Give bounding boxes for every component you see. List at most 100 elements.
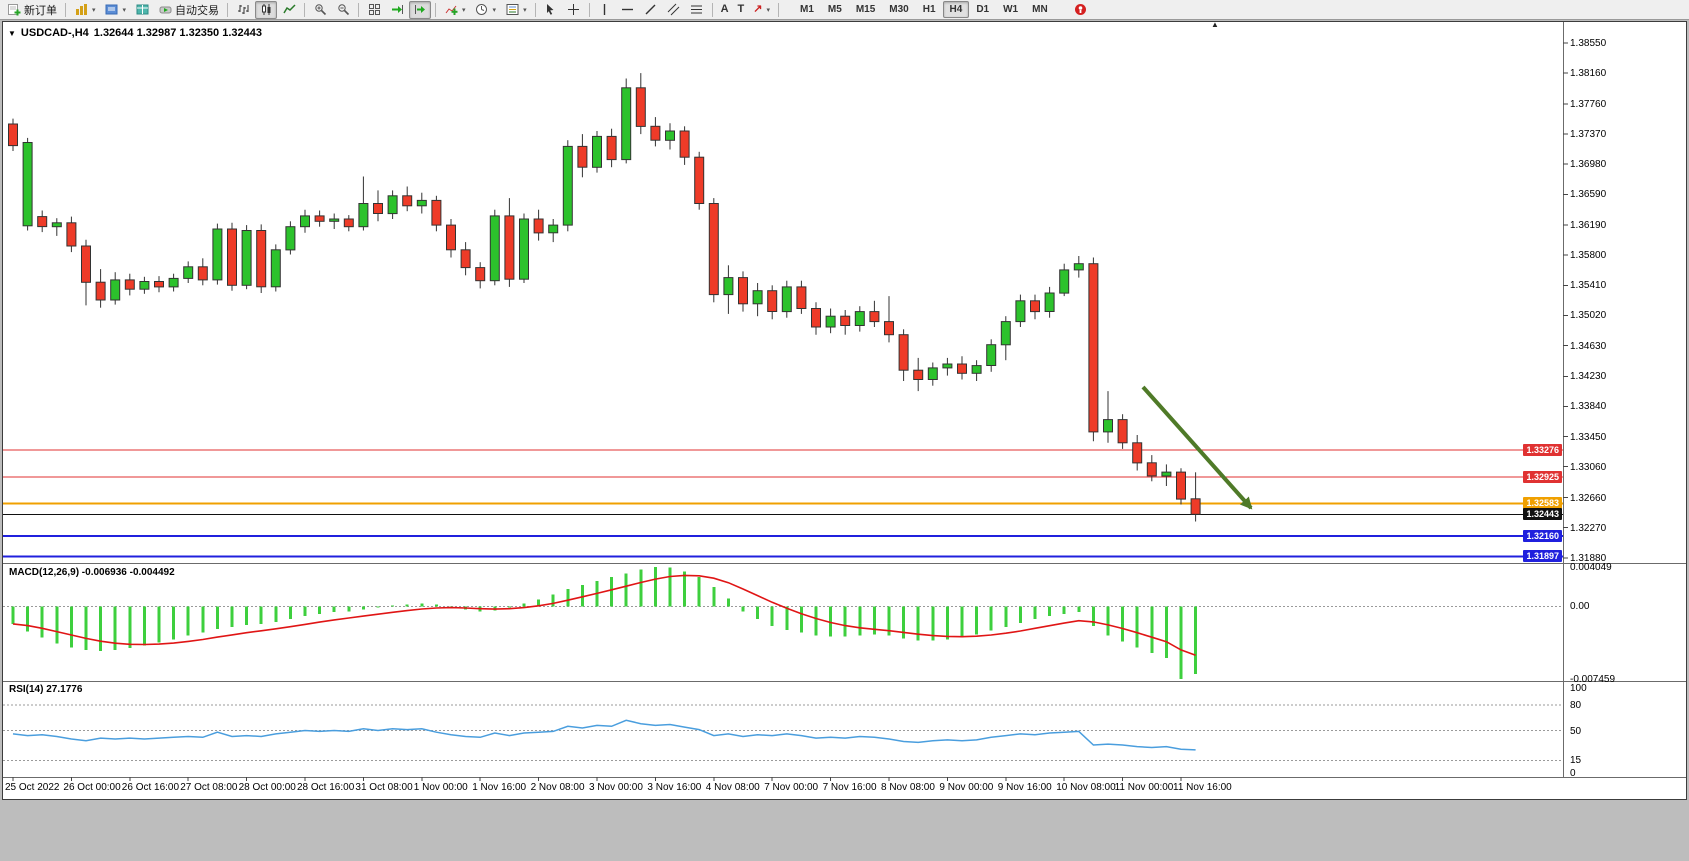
periods-button[interactable]: ▾ xyxy=(471,1,501,19)
candle-body xyxy=(343,218,354,228)
macd-bar xyxy=(69,606,73,648)
crosshair-button[interactable] xyxy=(563,1,585,19)
notification-button[interactable] xyxy=(1070,1,1092,19)
timeframe-d1-button[interactable]: D1 xyxy=(976,4,990,15)
fibonacci-button[interactable] xyxy=(686,1,708,19)
data-window-button[interactable] xyxy=(131,1,153,19)
vertical-line-button[interactable] xyxy=(594,1,616,19)
new-order-button[interactable]: 新订单 xyxy=(3,1,61,19)
zoom-out-icon xyxy=(336,3,350,17)
candle-body xyxy=(811,308,821,328)
toolbar: 新订单 ▾ ▾ 自动交易 ▾ ▾ ▾ A T ↗ ▾ M1 M5 M15 M30 H1 H4… xyxy=(0,0,1689,20)
price-axis[interactable] xyxy=(1564,22,1686,777)
macd-bar xyxy=(128,606,132,649)
trendline-icon xyxy=(644,3,658,17)
text-button[interactable]: A xyxy=(717,1,733,19)
candle-body xyxy=(314,215,325,222)
macd-bar xyxy=(843,606,847,637)
bar-chart-button[interactable] xyxy=(232,1,254,19)
macd-bar xyxy=(639,569,643,607)
indicators-button[interactable]: ▾ xyxy=(440,1,470,19)
timeframe-m5-button[interactable]: M5 xyxy=(827,4,842,15)
auto-scroll-icon xyxy=(390,3,404,17)
text-label-button[interactable]: T xyxy=(734,1,749,19)
macd-bar xyxy=(1164,606,1168,658)
candlestick-chart-icon xyxy=(259,3,273,17)
timeframe-h1-button[interactable]: H1 xyxy=(922,4,936,15)
macd-bar xyxy=(858,606,862,636)
timeframe-m15-button[interactable]: M15 xyxy=(855,4,876,15)
candle-body xyxy=(197,266,208,281)
macd-bar xyxy=(785,606,789,630)
auto-scroll-button[interactable] xyxy=(386,1,408,19)
arrows-button[interactable]: ↗ ▾ xyxy=(749,1,774,19)
autotrading-icon xyxy=(158,3,172,17)
timeframe-m1-button[interactable]: M1 xyxy=(800,4,814,15)
candle-body xyxy=(1059,269,1070,294)
macd-bar xyxy=(726,598,730,607)
timeframe-m30-button[interactable]: M30 xyxy=(889,4,909,15)
line-chart-button[interactable] xyxy=(278,1,300,19)
candle-body xyxy=(358,203,369,228)
candle-body xyxy=(927,367,938,380)
candle-body xyxy=(300,215,310,228)
new-chart-button[interactable]: ▾ xyxy=(70,1,100,19)
macd-bar xyxy=(887,606,891,636)
toolbar-separator xyxy=(65,2,66,17)
macd-bar xyxy=(1121,606,1125,642)
zoom-out-button[interactable] xyxy=(332,1,354,19)
macd-bar xyxy=(931,606,935,641)
profiles-button[interactable]: ▾ xyxy=(101,1,131,19)
candle-body xyxy=(708,203,719,296)
chart-symbol-period: USDCAD-,H4 xyxy=(20,27,89,39)
candle-body xyxy=(416,199,427,207)
macd-histogram xyxy=(11,567,1198,679)
macd-bar xyxy=(230,606,234,627)
candle-body xyxy=(387,195,398,215)
candlestick-chart-button[interactable] xyxy=(255,0,278,19)
zoom-in-button[interactable] xyxy=(309,1,331,19)
indicator-level-lines xyxy=(3,605,1563,761)
trend-arrow[interactable] xyxy=(1141,385,1253,510)
chart-window: 1.38550 1.38160 1.37760 1.37370 1.36980 1.365… xyxy=(2,21,1687,800)
chart-shift-marker[interactable]: ▲ xyxy=(1211,20,1219,29)
macd-bar xyxy=(741,606,745,612)
macd-bar xyxy=(215,606,219,629)
candle-body xyxy=(957,363,967,374)
macd-label: MACD(12,26,9) -0.006936 -0.004492 xyxy=(9,567,175,578)
chart-title: ▼ USDCAD-,H4 1.32644 1.32987 1.32350 1.3… xyxy=(8,27,262,39)
chart-shift-button[interactable] xyxy=(409,0,432,19)
timeframe-mn-button[interactable]: MN xyxy=(1032,4,1048,15)
channel-button[interactable] xyxy=(663,1,685,19)
templates-button[interactable]: ▾ xyxy=(501,1,531,19)
tile-windows-button[interactable] xyxy=(363,1,385,19)
horizontal-line-button[interactable] xyxy=(617,1,639,19)
candle-body xyxy=(1190,498,1201,515)
macd-bar xyxy=(902,606,906,639)
macd-bar xyxy=(26,606,30,632)
trendline-button[interactable] xyxy=(640,1,662,19)
text-icon: A xyxy=(720,3,729,15)
candle-body xyxy=(548,224,559,234)
time-axis[interactable] xyxy=(3,778,1563,799)
macd-bar xyxy=(1091,606,1095,626)
candle-body xyxy=(446,224,456,251)
macd-bar xyxy=(975,606,979,635)
macd-bar xyxy=(814,606,818,636)
macd-bar xyxy=(99,606,103,652)
candle-body xyxy=(986,344,997,367)
collapse-icon[interactable]: ▼ xyxy=(8,28,16,38)
macd-bar xyxy=(157,606,161,643)
chart-plot[interactable] xyxy=(3,22,1686,799)
candle-body xyxy=(124,279,135,290)
timeframe-w1-button[interactable]: W1 xyxy=(1003,4,1019,15)
macd-bar xyxy=(799,606,803,633)
cursor-button[interactable] xyxy=(540,1,562,19)
autotrading-button[interactable]: 自动交易 xyxy=(154,1,223,19)
macd-bar xyxy=(274,606,278,622)
timeframe-h4-button[interactable]: H4 xyxy=(942,1,970,18)
candle-body xyxy=(95,281,106,301)
macd-bar xyxy=(507,606,511,608)
periods-icon xyxy=(475,3,489,17)
macd-bar xyxy=(537,599,541,607)
